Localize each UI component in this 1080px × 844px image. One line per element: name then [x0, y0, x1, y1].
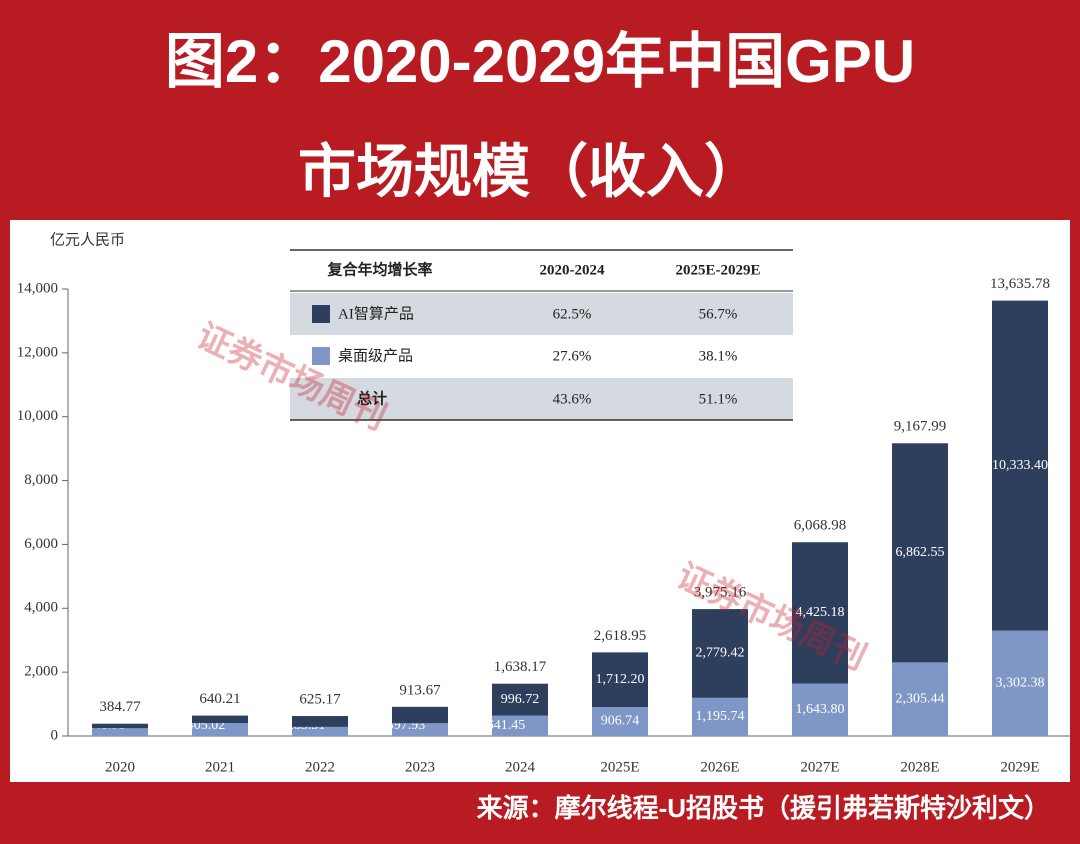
cagr-table: 复合年均增长率 2020-2024 2025E-2029E AI智算产品 桌面级… [290, 249, 793, 421]
y-axis-label: 亿元人民币 [50, 231, 125, 248]
legend-label: 桌面级产品 [338, 347, 413, 364]
bar-segment [392, 723, 448, 736]
data-label: 2,779.42 [696, 646, 745, 661]
legend-label: AI智算产品 [338, 304, 414, 322]
title: 市场规模（收入） [298, 139, 762, 204]
data-label: 996.72 [501, 692, 540, 707]
y-tick-label: 12,000 [17, 344, 58, 360]
x-tick-label: 2029E [1000, 759, 1039, 775]
data-label: 641.45 [487, 718, 526, 733]
data-label: 3,302.38 [996, 675, 1045, 690]
table-cell: 51.1% [699, 391, 738, 407]
bar-segment [192, 723, 248, 736]
bar-segment [92, 728, 148, 736]
table-header: 2020-2024 [540, 262, 605, 278]
y-tick-label: 10,000 [17, 408, 58, 424]
table-cell: 38.1% [699, 348, 738, 364]
table-cell: 43.6% [553, 391, 592, 407]
total-label: 625.17 [299, 691, 341, 707]
data-label: 235.19 [215, 693, 254, 708]
total-label: 13,635.78 [990, 276, 1050, 292]
data-label: 515.75 [415, 694, 454, 709]
bar-segment [492, 715, 548, 736]
data-label: 1,643.80 [796, 702, 845, 717]
bar-segment [892, 443, 948, 663]
bar-segment [792, 683, 848, 736]
bar-segment [792, 542, 848, 684]
bar-segment [592, 707, 648, 736]
x-tick-label: 2025E [600, 759, 639, 775]
x-tick-label: 2026E [700, 759, 739, 775]
total-label: 6,068.98 [794, 518, 847, 534]
data-label: 6,862.55 [896, 545, 945, 560]
total-label: 640.21 [199, 691, 240, 707]
total-label: 2,618.95 [594, 628, 647, 644]
row-shade [290, 293, 793, 335]
x-tick-label: 2023 [405, 759, 435, 775]
data-label: 1,195.74 [696, 709, 745, 724]
y-tick-label: 8,000 [24, 472, 58, 488]
total-label: 913.67 [399, 682, 441, 698]
x-tick-label: 2022 [305, 759, 335, 775]
data-label: 2,305.44 [896, 691, 945, 706]
data-label: 4,425.18 [796, 605, 845, 620]
source: 来源：摩尔线程-U招股书（援引弗若斯特沙利文） [477, 793, 1050, 823]
y-tick-label: 14,000 [17, 280, 58, 296]
bar-segment [892, 662, 948, 736]
y-tick-label: 0 [51, 727, 59, 743]
data-label: 339.86 [315, 697, 354, 712]
table-cell: 56.7% [699, 306, 738, 322]
bar-segment [692, 697, 748, 736]
table-cell: 62.5% [553, 306, 592, 322]
x-tick-label: 2028E [900, 759, 939, 775]
bar-segment [392, 706, 448, 724]
bar-segment [192, 715, 248, 724]
bar-segment [92, 723, 148, 729]
data-label: 1,712.20 [596, 672, 645, 687]
y-tick-label: 6,000 [24, 536, 58, 552]
table-label: 总计 [357, 389, 387, 407]
table-header: 复合年均增长率 [326, 260, 432, 278]
total-label: 9,167.99 [894, 419, 947, 435]
table-header: 2025E-2029E [675, 262, 760, 278]
total-label: 384.77 [99, 699, 141, 715]
bar-segment [592, 652, 648, 708]
x-tick-label: 2024 [505, 759, 536, 775]
legend-swatch [312, 305, 330, 323]
x-tick-label: 2020 [105, 759, 135, 775]
bar-segment [292, 726, 348, 736]
bar-segment [992, 630, 1048, 736]
table-cell: 27.6% [553, 348, 592, 364]
bar-segment [492, 683, 548, 716]
plot: 0 2,000 4,000 6,000 8,000 10,000 12,000 14,000 2… [17, 276, 1070, 775]
total-label: 3,975.16 [694, 585, 747, 601]
legend-swatch [312, 347, 330, 365]
row-shade [290, 378, 793, 420]
total-label: 1,638.17 [494, 659, 547, 675]
bar-segment [292, 716, 348, 727]
title: 图2：2020-2029年中国GPU [165, 28, 915, 95]
data-label: 10,333.40 [992, 458, 1048, 473]
bar-segment [692, 609, 748, 698]
x-tick-label: 2021 [205, 759, 235, 775]
data-label: 142.86 [115, 698, 154, 713]
bar-segment [992, 300, 1048, 631]
data-label: 906.74 [601, 714, 640, 729]
x-tick-label: 2027E [800, 759, 839, 775]
y-tick-label: 2,000 [24, 664, 58, 680]
y-tick-label: 4,000 [24, 600, 58, 616]
